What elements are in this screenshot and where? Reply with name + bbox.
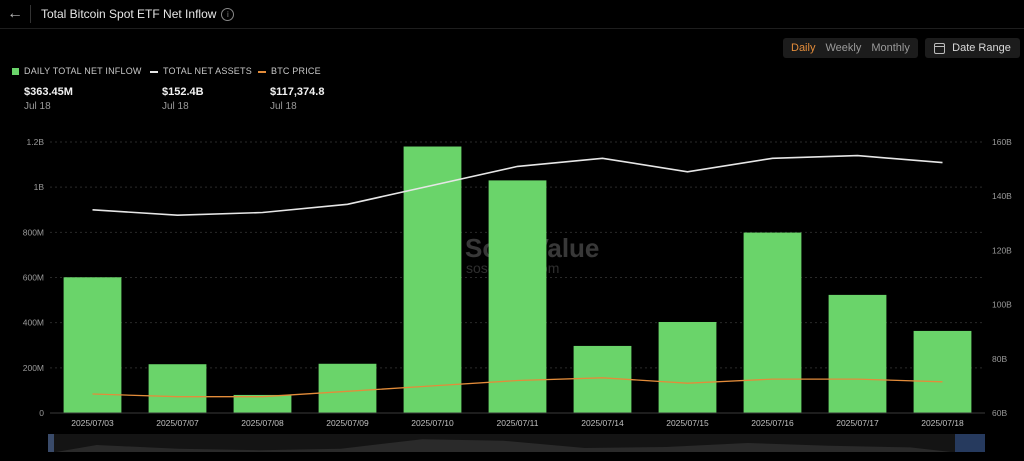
legend-label: BTC PRICE <box>271 66 321 76</box>
line-swatch-icon <box>150 70 158 73</box>
inflow-bar <box>488 180 547 413</box>
scroller-handle-right[interactable] <box>955 434 985 452</box>
left-axis-tick-label: 1B <box>34 182 45 192</box>
date-range-label: Date Range <box>952 42 1011 54</box>
inflow-bar <box>828 294 887 413</box>
inflow-bar <box>913 330 972 413</box>
btc-price-value: $117,374.8 <box>270 86 325 98</box>
bar-swatch-icon <box>12 68 19 76</box>
inflow-bar <box>318 363 377 413</box>
inflow-bar <box>403 146 462 413</box>
total-net-assets-line <box>92 154 943 217</box>
net-assets-value: $152.4B <box>162 86 204 98</box>
inflow-bar <box>63 277 122 413</box>
line-series <box>92 154 943 398</box>
btc-price-line <box>92 377 943 398</box>
x-axis-tick-label: 2025/07/18 <box>921 418 964 428</box>
info-icon[interactable]: i <box>221 7 235 21</box>
net-inflow-value: $363.45M <box>24 86 73 98</box>
axes: 0 200M 400M 600M 800M 1B 1.2B 60B 80B 100B 120B 140… <box>23 137 1012 428</box>
period-weekly-button[interactable]: Weekly <box>825 42 862 54</box>
date-range-button[interactable]: Date Range <box>925 38 1020 58</box>
x-axis-tick-label: 2025/07/14 <box>581 418 624 428</box>
right-axis-tick-label: 80B <box>992 354 1007 364</box>
calendar-icon <box>934 42 946 54</box>
x-axis-tick-label: 2025/07/11 <box>497 418 539 428</box>
legend-label: DAILY TOTAL NET INFLOW <box>24 66 142 76</box>
legend-item-net-assets[interactable]: TOTAL NET ASSETS <box>150 66 252 76</box>
x-axis-tick-label: 2025/07/09 <box>326 418 369 428</box>
left-axis-tick-label: 0 <box>39 408 44 418</box>
x-axis-tick-label: 2025/07/07 <box>156 418 199 428</box>
x-axis-tick-label: 2025/07/15 <box>666 418 709 428</box>
right-axis-tick-label: 140B <box>992 191 1012 201</box>
x-axis-tick-label: 2025/07/03 <box>71 418 114 428</box>
inflow-bar <box>658 321 717 413</box>
legend-item-net-inflow[interactable]: DAILY TOTAL NET INFLOW <box>12 66 142 76</box>
page-title: Total Bitcoin Spot ETF Net Inflow <box>41 7 217 21</box>
header-border <box>0 28 1024 29</box>
legend-item-btc-price[interactable]: BTC PRICE <box>258 66 321 76</box>
back-arrow-icon[interactable]: ← <box>7 5 23 22</box>
legend-label: TOTAL NET ASSETS <box>163 66 252 76</box>
left-axis-tick-label: 600M <box>23 273 44 283</box>
line-swatch-icon <box>258 70 266 73</box>
right-axis-tick-label: 120B <box>992 245 1012 255</box>
inflow-bar <box>148 364 207 413</box>
right-axis-tick-label: 60B <box>992 408 1007 418</box>
left-axis-tick-label: 200M <box>23 363 44 373</box>
period-selector: Daily Weekly Monthly <box>783 38 918 58</box>
net-assets-date: Jul 18 <box>162 101 189 112</box>
right-axis-tick-label: 100B <box>992 300 1012 310</box>
inflow-bar <box>743 232 802 413</box>
page-header: ← Total Bitcoin Spot ETF Net Inflow i <box>0 0 1024 28</box>
left-axis-tick-label: 800M <box>23 227 44 237</box>
left-axis-tick-label: 1.2B <box>27 137 45 147</box>
etf-inflow-chart: SoSoValue sosovalue.com 0200M400M600M800… <box>23 137 1012 452</box>
left-axis-tick-label: 400M <box>23 318 44 328</box>
x-axis-tick-label: 2025/07/08 <box>241 418 284 428</box>
bar-series <box>63 146 972 413</box>
x-axis-tick-label: 2025/07/17 <box>836 418 879 428</box>
period-monthly-button[interactable]: Monthly <box>871 42 910 54</box>
scroller-preview <box>56 439 951 452</box>
period-daily-button[interactable]: Daily <box>791 42 816 54</box>
inflow-bar <box>233 394 292 413</box>
x-axis-tick-label: 2025/07/10 <box>411 418 454 428</box>
range-scroller[interactable] <box>48 434 985 452</box>
right-axis-tick-label: 160B <box>992 137 1012 147</box>
x-axis-tick-label: 2025/07/16 <box>751 418 794 428</box>
btc-price-date: Jul 18 <box>270 101 297 112</box>
header-divider <box>30 5 31 23</box>
scroller-handle-left[interactable] <box>48 434 54 452</box>
net-inflow-date: Jul 18 <box>24 101 51 112</box>
